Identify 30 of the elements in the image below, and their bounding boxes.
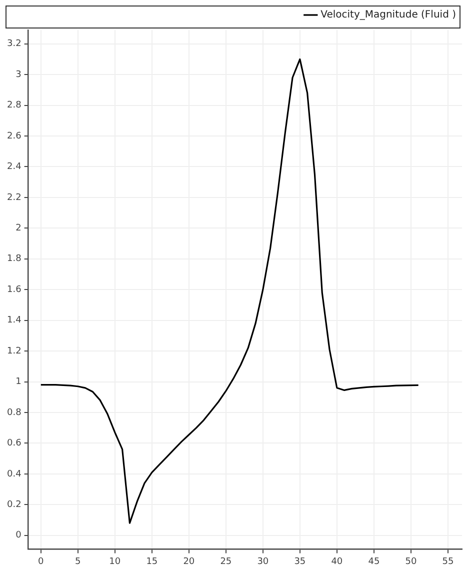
x-tick-label: 40: [331, 556, 343, 567]
x-tick-label: 30: [257, 556, 269, 567]
x-tick-label: 55: [442, 556, 454, 567]
y-tick-label: 1.2: [6, 346, 22, 356]
y-tick-label: 0.6: [6, 438, 22, 449]
y-tick-label: 2.6: [6, 131, 22, 142]
y-tick-label: 0.2: [6, 500, 22, 510]
y-tick-label: 0.8: [6, 408, 22, 418]
x-tick-label: 0: [38, 556, 44, 567]
y-tick-label: 0: [16, 530, 22, 541]
y-tick-label: 2.4: [6, 162, 22, 172]
x-tick-label: 15: [146, 556, 158, 567]
x-tick-label: 45: [368, 556, 380, 567]
legend-label: Velocity_Magnitude (Fluid ): [320, 10, 456, 21]
y-tick-label: 3: [16, 70, 22, 80]
y-tick-label: 2.2: [6, 192, 22, 203]
y-tick-label: 2.8: [6, 100, 22, 111]
x-tick-label: 50: [405, 556, 417, 567]
y-tick-label: 1.8: [6, 254, 22, 264]
y-tick-label: 3.2: [6, 39, 22, 50]
y-tick-label: 2: [16, 224, 22, 234]
y-tick-label: 1.4: [6, 316, 22, 326]
x-tick-label: 10: [109, 556, 121, 567]
x-tick-label: 35: [294, 556, 306, 567]
y-tick-label: 1.6: [6, 284, 22, 295]
x-tick-label: 20: [183, 556, 195, 567]
x-tick-label: 25: [220, 556, 232, 567]
y-tick-label: 1: [16, 377, 22, 388]
y-tick-label: 0.4: [6, 469, 22, 480]
x-tick-label: 5: [75, 556, 81, 567]
